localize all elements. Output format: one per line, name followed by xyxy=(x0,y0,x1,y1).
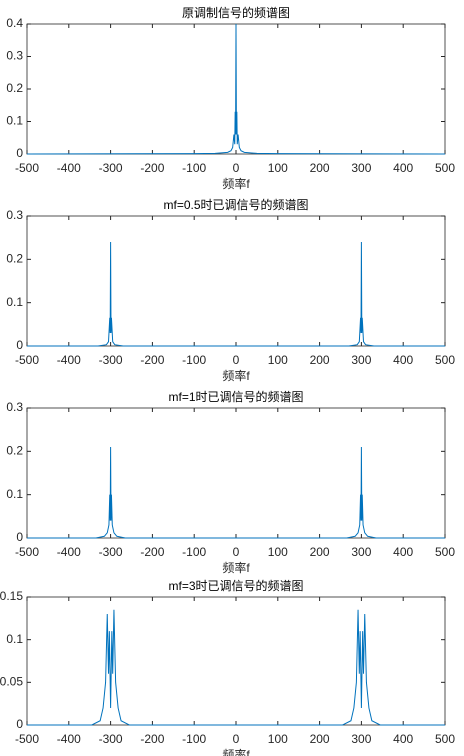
x-tick-label: -200 xyxy=(140,353,164,367)
x-tick-label: -100 xyxy=(182,545,206,559)
y-tick-label: 0.15 xyxy=(0,589,23,603)
y-tick-label: 0.4 xyxy=(6,16,23,30)
x-tick-label: 400 xyxy=(393,732,413,746)
axes-box xyxy=(26,215,446,347)
y-tick-label: 0.2 xyxy=(6,252,23,266)
x-tick-label: 200 xyxy=(310,732,330,746)
y-tick-label: 0 xyxy=(16,530,23,544)
x-axis-label: 频率f xyxy=(222,747,250,756)
x-tick-label: -400 xyxy=(57,161,81,175)
y-tick-label: 0 xyxy=(16,717,23,731)
y-tick-label: 0.1 xyxy=(6,487,23,501)
x-tick-label: 500 xyxy=(435,353,455,367)
chart-title: mf=3时已调信号的频谱图 xyxy=(168,578,303,593)
x-tick-label: -200 xyxy=(140,732,164,746)
axes-box xyxy=(26,407,446,539)
x-tick-label: -500 xyxy=(15,161,39,175)
x-tick-label: 100 xyxy=(268,161,288,175)
x-tick-label: -400 xyxy=(57,732,81,746)
x-tick-label: 400 xyxy=(393,353,413,367)
x-tick-label: 400 xyxy=(393,161,413,175)
x-axis-label: 频率f xyxy=(222,368,250,383)
x-tick-label: 100 xyxy=(268,353,288,367)
y-tick-label: 0 xyxy=(16,338,23,352)
x-tick-label: -200 xyxy=(140,161,164,175)
chart-title: mf=0.5时已调信号的频谱图 xyxy=(163,197,308,212)
x-tick-label: -200 xyxy=(140,545,164,559)
y-tick-label: 0.2 xyxy=(6,444,23,458)
x-tick-label: 0 xyxy=(233,161,240,175)
spectrum-line xyxy=(27,241,445,347)
x-tick-label: 300 xyxy=(351,353,371,367)
spectrum-line xyxy=(27,446,445,539)
x-tick-label: 100 xyxy=(268,732,288,746)
x-tick-label: -500 xyxy=(15,545,39,559)
x-tick-label: -300 xyxy=(99,732,123,746)
x-tick-label: 100 xyxy=(268,545,288,559)
y-tick-label: 0.05 xyxy=(0,675,23,689)
spectrum-line xyxy=(26,23,446,155)
chart-title: mf=1时已调信号的频谱图 xyxy=(168,389,303,404)
x-tick-label: -100 xyxy=(182,732,206,746)
axes-box xyxy=(26,596,446,726)
y-tick-label: 0.3 xyxy=(6,400,23,414)
x-tick-label: -400 xyxy=(57,545,81,559)
x-tick-label: -100 xyxy=(182,161,206,175)
x-tick-label: 200 xyxy=(310,161,330,175)
x-tick-label: 500 xyxy=(435,732,455,746)
spectrum-line xyxy=(27,609,445,726)
x-tick-label: 300 xyxy=(351,732,371,746)
x-tick-label: -500 xyxy=(15,353,39,367)
x-tick-label: 500 xyxy=(435,545,455,559)
y-tick-label: 0.2 xyxy=(6,81,23,95)
x-tick-label: -300 xyxy=(99,353,123,367)
y-tick-label: 0.1 xyxy=(6,114,23,128)
x-tick-label: -400 xyxy=(57,353,81,367)
x-tick-label: -300 xyxy=(99,545,123,559)
x-tick-label: 500 xyxy=(435,161,455,175)
x-tick-label: 0 xyxy=(233,353,240,367)
x-tick-label: -500 xyxy=(15,732,39,746)
x-tick-label: -100 xyxy=(182,353,206,367)
chart-title: 原调制信号的频谱图 xyxy=(182,5,290,20)
x-tick-label: 300 xyxy=(351,545,371,559)
y-tick-label: 0.1 xyxy=(6,632,23,646)
x-tick-label: 300 xyxy=(351,161,371,175)
x-tick-label: 0 xyxy=(233,545,240,559)
x-tick-label: 200 xyxy=(310,353,330,367)
x-tick-label: -300 xyxy=(99,161,123,175)
x-tick-label: 200 xyxy=(310,545,330,559)
x-axis-label: 频率f xyxy=(222,560,250,575)
x-tick-label: 400 xyxy=(393,545,413,559)
y-tick-label: 0 xyxy=(16,146,23,160)
y-tick-label: 0.1 xyxy=(6,295,23,309)
y-tick-label: 0.3 xyxy=(6,208,23,222)
x-tick-label: 0 xyxy=(233,732,240,746)
x-axis-label: 频率f xyxy=(222,176,250,191)
y-tick-label: 0.3 xyxy=(6,49,23,63)
